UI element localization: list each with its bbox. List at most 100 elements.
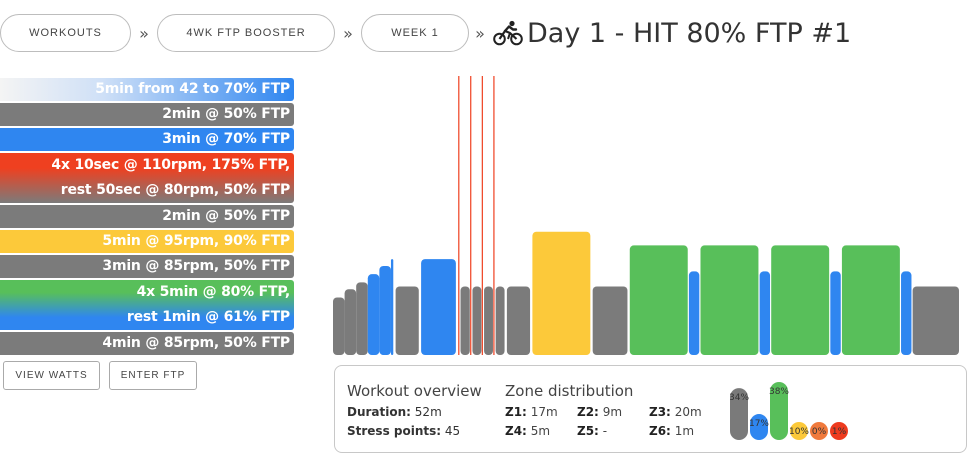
breadcrumb-plan-button[interactable]: 4WK FTP BOOSTER	[157, 14, 335, 52]
interval-bar	[532, 231, 591, 355]
interval-bar	[421, 259, 456, 355]
interval-bar	[506, 286, 531, 355]
workout-profile-svg	[333, 76, 959, 355]
interval-label: rest 50sec @ 80rpm, 50% FTP	[60, 182, 290, 198]
interval-bar	[390, 259, 394, 355]
zone-value: 1m	[674, 424, 695, 438]
action-buttons: VIEW WATTS ENTER FTP	[3, 361, 197, 390]
interval-label: 4x 10sec @ 110rpm, 175% FTP,	[51, 157, 290, 173]
sprint-interval-bar	[470, 76, 472, 355]
workout-profile-graph	[333, 76, 959, 356]
interval-list: 5min from 42 to 70% FTP 2min @ 50% FTP 3…	[0, 78, 294, 357]
zone-bar	[790, 422, 808, 440]
breadcrumb-separator: »	[139, 23, 149, 43]
duration-row: Duration: 52m	[347, 405, 442, 419]
cyclist-icon	[493, 20, 523, 46]
interval-bar	[901, 271, 912, 355]
interval-cooldown: 4min @ 85rpm, 50% FTP	[0, 332, 294, 355]
interval-label: 4min @ 85rpm, 50% FTP	[102, 335, 290, 351]
zone-z1: Z1: 17m	[505, 405, 558, 419]
zone-z2: Z2: 9m	[577, 405, 622, 419]
zone-key: Z3:	[649, 405, 671, 419]
interval-endurance: 3min @ 70% FTP	[0, 128, 294, 151]
page-title-text: Day 1 - HIT 80% FTP #1	[527, 17, 852, 49]
zone-value: 5m	[530, 424, 551, 438]
duration-label: Duration:	[347, 405, 411, 419]
breadcrumb-separator: »	[343, 23, 353, 43]
interval-label: 3min @ 85rpm, 50% FTP	[102, 258, 290, 274]
interval-bar	[592, 286, 628, 355]
zone-bar	[770, 382, 788, 440]
enter-ftp-button[interactable]: ENTER FTP	[109, 361, 197, 390]
interval-bar	[344, 289, 357, 355]
interval-recovery: 3min @ 85rpm, 50% FTP	[0, 255, 294, 278]
interval-bar	[379, 265, 391, 355]
zone-value: 20m	[674, 405, 702, 419]
interval-bar	[912, 286, 959, 355]
breadcrumb-workouts-button[interactable]: WORKOUTS	[0, 14, 131, 52]
interval-bar	[700, 245, 759, 355]
interval-bar	[472, 286, 482, 355]
sprint-interval-bar	[493, 76, 495, 355]
interval-warmup-ramp: 5min from 42 to 70% FTP	[0, 78, 294, 101]
breadcrumb-separator: »	[475, 23, 485, 43]
zone-z3: Z3: 20m	[649, 405, 702, 419]
page-title: Day 1 - HIT 80% FTP #1	[493, 18, 851, 49]
zone-z4: Z4: 5m	[505, 424, 550, 438]
sprint-interval-bar	[458, 76, 460, 355]
zone-key: Z5:	[577, 424, 599, 438]
interval-bar	[460, 286, 470, 355]
stress-value: 45	[444, 424, 461, 438]
zone-value: 9m	[602, 405, 623, 419]
interval-recovery: 2min @ 50% FTP	[0, 205, 294, 228]
zone-key: Z6:	[649, 424, 671, 438]
interval-label: 2min @ 50% FTP	[162, 106, 290, 122]
zone-bar	[810, 422, 828, 440]
interval-main-set: 4x 5min @ 80% FTP, rest 1min @ 61% FTP	[0, 280, 294, 330]
zone-z6: Z6: 1m	[649, 424, 694, 438]
stress-label: Stress points:	[347, 424, 442, 438]
zone-bar-label: 0%	[812, 427, 827, 437]
interval-bar	[759, 271, 771, 355]
zone-bar	[830, 422, 848, 440]
interval-bar	[395, 286, 419, 355]
interval-label: rest 1min @ 61% FTP	[126, 309, 290, 325]
interval-threshold: 5min @ 95rpm, 90% FTP	[0, 230, 294, 253]
interval-bar	[688, 271, 700, 355]
interval-label: 2min @ 50% FTP	[162, 208, 290, 224]
sprint-interval-bar	[481, 76, 483, 355]
interval-sprint-set: 4x 10sec @ 110rpm, 175% FTP, rest 50sec …	[0, 153, 294, 203]
zone-z5: Z5: -	[577, 424, 607, 438]
interval-bar	[841, 245, 900, 355]
interval-bar	[333, 297, 345, 355]
zone-bar-label: 17%	[749, 419, 769, 429]
zone-key: Z1:	[505, 405, 527, 419]
view-watts-button[interactable]: VIEW WATTS	[3, 361, 100, 390]
interval-bar	[830, 271, 841, 355]
interval-label: 4x 5min @ 80% FTP,	[136, 284, 291, 300]
interval-label: 3min @ 70% FTP	[162, 131, 290, 147]
zone-key: Z2:	[577, 405, 599, 419]
interval-bar	[771, 245, 830, 355]
zone-bar-label: 38%	[769, 387, 789, 397]
interval-bar	[367, 274, 380, 355]
zone-bar-label: 1%	[832, 427, 847, 437]
zone-bar	[750, 414, 768, 440]
workout-overview-panel: Workout overview Duration: 52m Stress po…	[334, 365, 967, 453]
interval-recovery: 2min @ 50% FTP	[0, 103, 294, 126]
zone-distribution-title: Zone distribution	[505, 382, 634, 400]
stress-row: Stress points: 45	[347, 424, 460, 438]
overview-title: Workout overview	[347, 382, 482, 400]
zone-bar-label: 10%	[789, 427, 809, 437]
zone-value: 17m	[530, 405, 558, 419]
zone-bar	[730, 388, 748, 440]
breadcrumb-week-button[interactable]: WEEK 1	[361, 14, 469, 52]
zone-key: Z4:	[505, 424, 527, 438]
zone-distribution-chart: 34% 17% 38% 10% 0% 1%	[730, 382, 848, 440]
interval-bar	[629, 245, 688, 355]
zone-value: -	[602, 424, 608, 438]
interval-bar	[484, 286, 493, 355]
interval-label: 5min from 42 to 70% FTP	[95, 81, 290, 97]
interval-label: 5min @ 95rpm, 90% FTP	[102, 233, 290, 249]
breadcrumb: WORKOUTS » 4WK FTP BOOSTER » WEEK 1 » Da…	[0, 14, 851, 52]
